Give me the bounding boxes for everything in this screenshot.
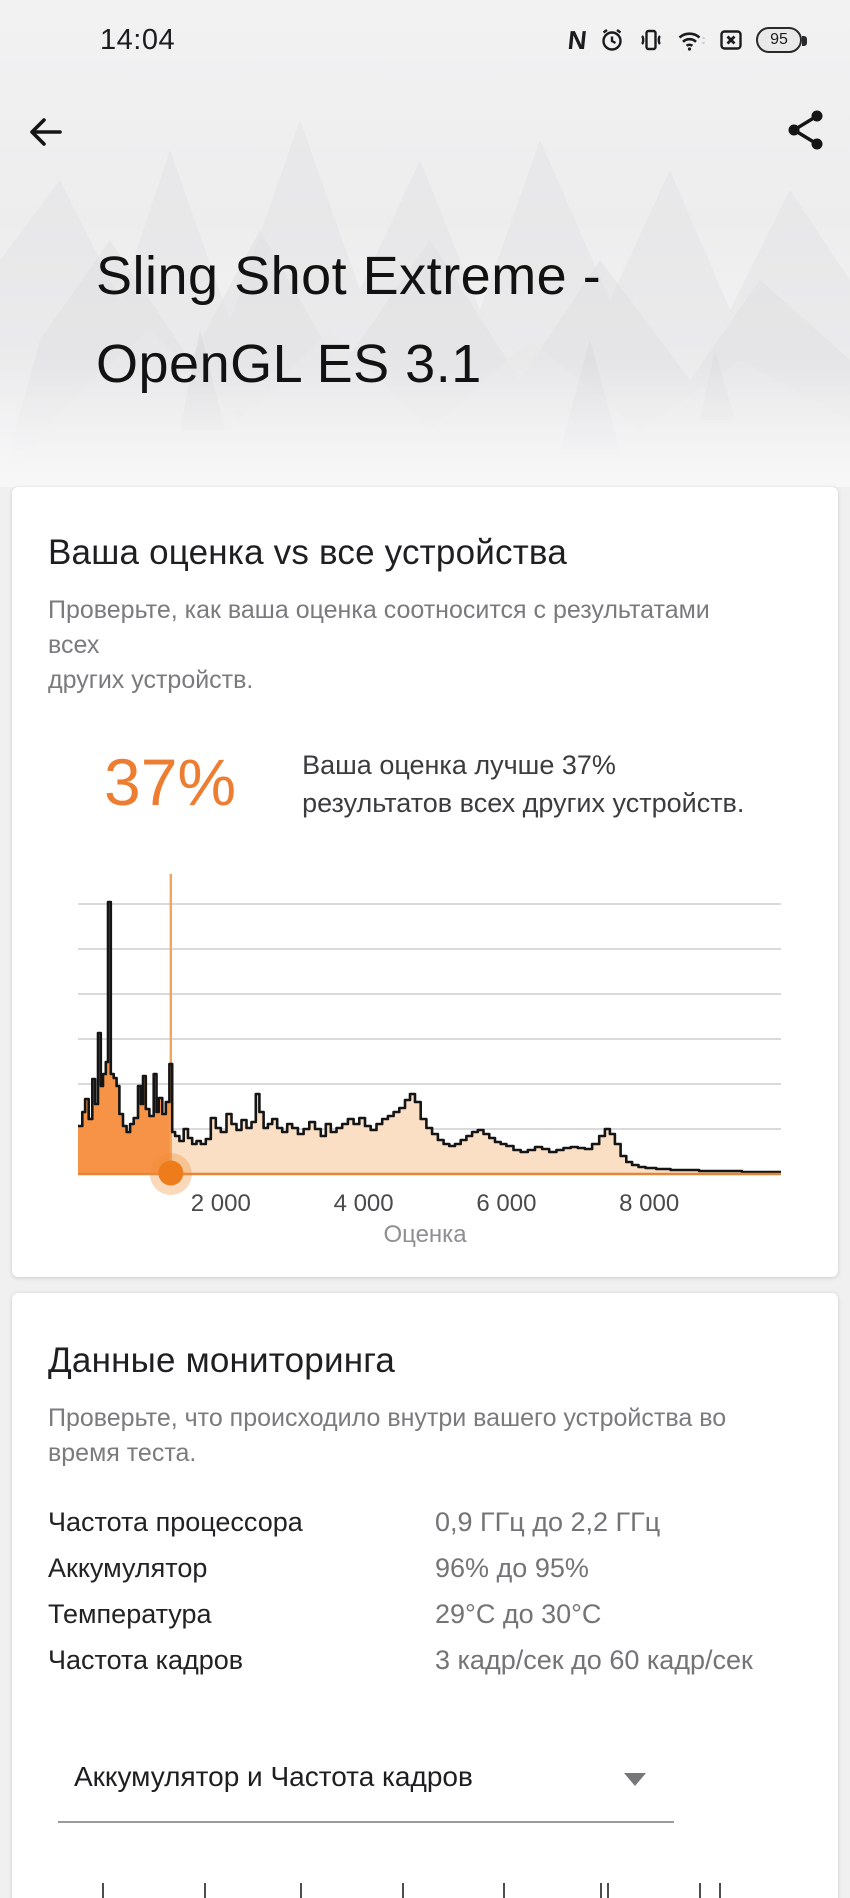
svg-text:4 000: 4 000	[334, 1190, 394, 1217]
score-card-title: Ваша оценка vs все устройства	[48, 533, 567, 572]
row-label: Температура	[48, 1598, 212, 1629]
table-row-temperature: Температура 29°C до 30°C	[48, 1591, 802, 1637]
page-title-line2: OpenGL ES 3.1	[96, 334, 482, 394]
row-label: Аккумулятор	[48, 1552, 208, 1583]
percentile-description-line: Ваша оценка лучше 37%	[302, 750, 616, 780]
share-icon	[788, 110, 823, 150]
fragment-gridline-tick	[300, 1883, 302, 1898]
row-label: Частота кадров	[48, 1644, 244, 1675]
score-card-subtitle: Проверьте, как ваша оценка соотносится с…	[48, 593, 768, 698]
battery-icon: 95	[756, 27, 807, 53]
monitoring-chart-fragment: 100	[48, 1849, 802, 1898]
row-value: 29°C до 30°C	[435, 1598, 602, 1629]
back-button[interactable]	[24, 110, 68, 157]
subtitle-line: Проверьте, как ваша оценка соотносится с…	[48, 596, 710, 659]
row-value: 3 кадр/сек до 60 кадр/сек	[435, 1644, 753, 1675]
table-row-frame-rate: Частота кадров 3 кадр/сек до 60 кадр/сек	[48, 1637, 802, 1683]
status-bar: 14:04 N	[0, 0, 850, 80]
hero-bottom-fade	[0, 357, 850, 487]
alarm-icon	[598, 26, 626, 54]
monitoring-card: Данные мониторинга Проверьте, что происх…	[12, 1293, 838, 1898]
table-row-cpu-frequency: Частота процессора 0,9 ГГц до 2,2 ГГц	[48, 1499, 802, 1545]
svg-text:6 000: 6 000	[476, 1190, 536, 1217]
header-hero: 14:04 N	[0, 0, 850, 487]
subtitle-line: других устройств.	[48, 666, 254, 694]
monitoring-table: Частота процессора 0,9 ГГц до 2,2 ГГц Ак…	[48, 1499, 802, 1683]
arrow-left-icon	[30, 118, 62, 146]
fragment-gridline-tick	[402, 1883, 404, 1898]
fragment-gridline-tick	[204, 1883, 206, 1898]
dropdown-selected-value: Аккумулятор и Частота кадров	[74, 1761, 473, 1792]
chart-selector-dropdown[interactable]: Аккумулятор и Частота кадров	[58, 1749, 674, 1823]
row-label: Частота процессора	[48, 1506, 303, 1537]
row-value: 0,9 ГГц до 2,2 ГГц	[435, 1506, 661, 1537]
page-title: Sling Shot Extreme - OpenGL ES 3.1	[96, 232, 601, 408]
x-axis-title: Оценка	[383, 1221, 467, 1248]
clock: 14:04	[100, 23, 176, 56]
row-value: 96% до 95%	[435, 1552, 589, 1583]
percentile-value: 37%	[104, 745, 237, 819]
svg-text:2 000: 2 000	[191, 1190, 251, 1217]
table-row-battery: Аккумулятор 96% до 95%	[48, 1545, 802, 1591]
monitoring-card-subtitle: Проверьте, что происходило внутри вашего…	[48, 1401, 768, 1471]
percentile-description-line: результатов всех других устройств.	[302, 788, 745, 818]
wifi-icon	[676, 26, 706, 54]
status-icons: N	[566, 25, 807, 55]
fragment-gridline-tick	[600, 1883, 602, 1898]
fragment-gridline-tick	[102, 1883, 104, 1898]
percentile-description: Ваша оценка лучше 37% результатов всех д…	[302, 744, 744, 822]
fragment-gridline-tick	[699, 1883, 701, 1898]
fragment-y-tick-label: 100	[60, 1893, 105, 1898]
caret-down-icon	[624, 1773, 646, 1786]
subtitle-line: Проверьте, что происходило внутри вашего…	[48, 1404, 727, 1432]
page-title-line1: Sling Shot Extreme -	[96, 246, 602, 306]
nfc-icon: N	[566, 25, 589, 55]
fragment-gridline-tick	[719, 1883, 721, 1898]
subtitle-line: время теста.	[48, 1439, 197, 1467]
percentile-row: 37% Ваша оценка лучше 37% результатов вс…	[48, 744, 802, 822]
share-button[interactable]	[786, 108, 826, 155]
monitoring-card-title: Данные мониторинга	[48, 1341, 396, 1380]
score-distribution-chart[interactable]: 2 000 4 000 6 000 8 000	[78, 874, 781, 1219]
fragment-gridline-tick	[607, 1883, 609, 1898]
battery-percentage: 95	[770, 31, 788, 48]
fragment-gridline-tick	[503, 1883, 505, 1898]
histogram-svg: 2 000 4 000 6 000 8 000	[78, 874, 781, 1217]
no-sim-icon	[717, 26, 745, 54]
score-card: Ваша оценка vs все устройства Проверьте,…	[12, 487, 838, 1277]
svg-text:8 000: 8 000	[619, 1190, 679, 1217]
vibrate-icon	[637, 26, 665, 54]
